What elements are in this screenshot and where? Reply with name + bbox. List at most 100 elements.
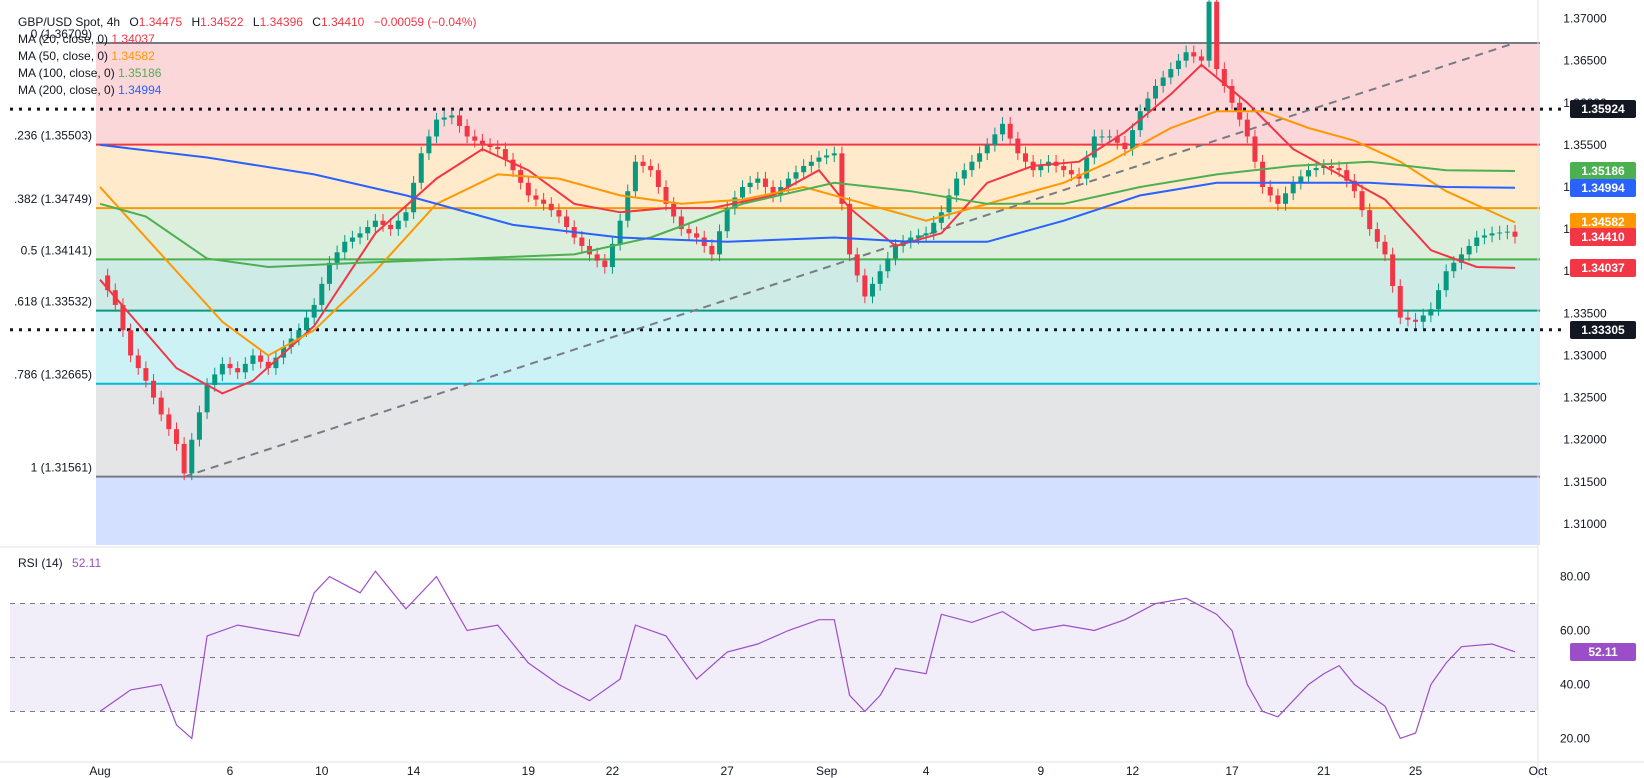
candle-body [1512,231,1518,237]
fib-zone [96,144,1540,209]
ma50-line [99,110,1516,357]
price-tick-label: 1.36500 [1563,54,1607,68]
time-axis: Aug 6 10 14 19 22 27 Sep 4 9 12 17 21 25 Oct [0,761,1644,778]
candle-body [426,136,432,154]
time-tick-label: Sep [816,764,838,778]
time-tick-label: 4 [923,764,930,778]
fib-zone [96,43,1540,145]
candle-body [464,125,470,137]
candle-body [296,330,302,339]
candle-body [648,165,654,171]
price-tick-label: 1.32500 [1563,391,1607,405]
candle-body [724,208,730,232]
candle-body [1382,241,1388,255]
candle-body [1328,165,1334,169]
time-tick-label: 17 [1225,764,1239,778]
rsi-line [99,570,1516,740]
candle-body [1038,165,1044,171]
candle-body [196,412,202,440]
trendline [183,42,1516,478]
price-tag: 1.33305 [1570,320,1636,339]
candle-body [1504,231,1510,233]
candle-body [602,260,608,268]
ma200-value: 1.34994 [118,83,162,97]
candle-body [533,195,539,200]
candle-body [1061,165,1067,171]
candle-body [923,233,929,236]
candle-body [671,203,677,217]
price-series [105,0,1518,481]
candle-body [594,254,600,261]
candle-body [1206,1,1212,61]
candle-body [1244,119,1250,137]
candle-body [1068,170,1074,175]
ma100-row[interactable]: MA (100, close, 0) 1.35186 [18,65,476,82]
candle-body [1267,187,1273,196]
candle-body [189,439,195,474]
open-value: 1.34475 [138,15,183,29]
candle-body [502,149,508,160]
candle-body [931,222,937,234]
time-tick-label: Oct [1529,764,1548,778]
ma50-row[interactable]: MA (50, close, 0) 1.34582 [18,48,476,65]
candle-body [885,258,891,272]
candle-body [204,384,210,413]
candle-body [655,170,661,188]
candle-body [250,355,256,364]
candle-body [1107,136,1113,138]
low-value: 1.34396 [259,15,303,29]
candle-body [395,220,401,230]
candle-body [1168,69,1174,78]
moving-averages [99,63,1516,395]
candle-body [1191,52,1197,57]
candle-body [808,161,814,166]
candle-body [1145,98,1151,112]
time-tick-label: 25 [1409,764,1423,778]
candle-body [311,304,317,318]
ma200-row[interactable]: MA (200, close, 0) 1.34994 [18,82,476,99]
candle-body [304,317,310,331]
legend-header: GBP/USD Spot, 4h O1.34475 H1.34522 L1.34… [18,14,476,99]
candle-body [1183,52,1189,61]
candle-body [105,275,111,291]
candle-body [235,368,241,373]
close-value: 1.34410 [320,15,365,29]
fibonacci-labels: 0 (1.36709) .236 (1.35503) .382 (1.34749) 0… [14,27,92,475]
candle-body [1153,85,1159,99]
candle-body [135,355,141,369]
candle-body [265,361,271,369]
rsi-legend[interactable]: RSI (14) 52.11 [18,556,101,570]
candle-body [717,231,723,255]
time-tick-label: 14 [407,764,421,778]
ma20-row[interactable]: MA (20, close, 0) 1.34037 [18,31,476,48]
candle-body [1275,195,1281,204]
candle-body [1367,210,1373,230]
price-tick-label: 1.33000 [1563,348,1607,362]
candle-body [747,182,753,188]
candle-body [357,233,363,238]
rsi-value: 52.11 [72,556,102,570]
time-tick-label: 21 [1317,764,1331,778]
candle-body [219,363,225,375]
candle-body [862,275,868,297]
fib-zone [96,383,1540,477]
candle-body [1221,69,1227,86]
ma50-label: MA (50, close, 0) [18,49,109,63]
candle-body [472,136,478,141]
candle-body [847,203,853,255]
candle-body [1175,60,1181,70]
candle-body [992,134,998,145]
candle-body [709,245,715,255]
trendline-line [183,42,1516,478]
candle-body [908,237,914,242]
rsi-label: RSI (14) [18,556,63,570]
candle-body [755,178,761,183]
candle-body [1390,254,1396,286]
candle-body [1122,142,1128,150]
candle-body [1260,161,1266,188]
candle-body [663,187,669,204]
candle-body [1313,168,1319,171]
candle-body [319,283,325,305]
candle-body [969,161,975,171]
